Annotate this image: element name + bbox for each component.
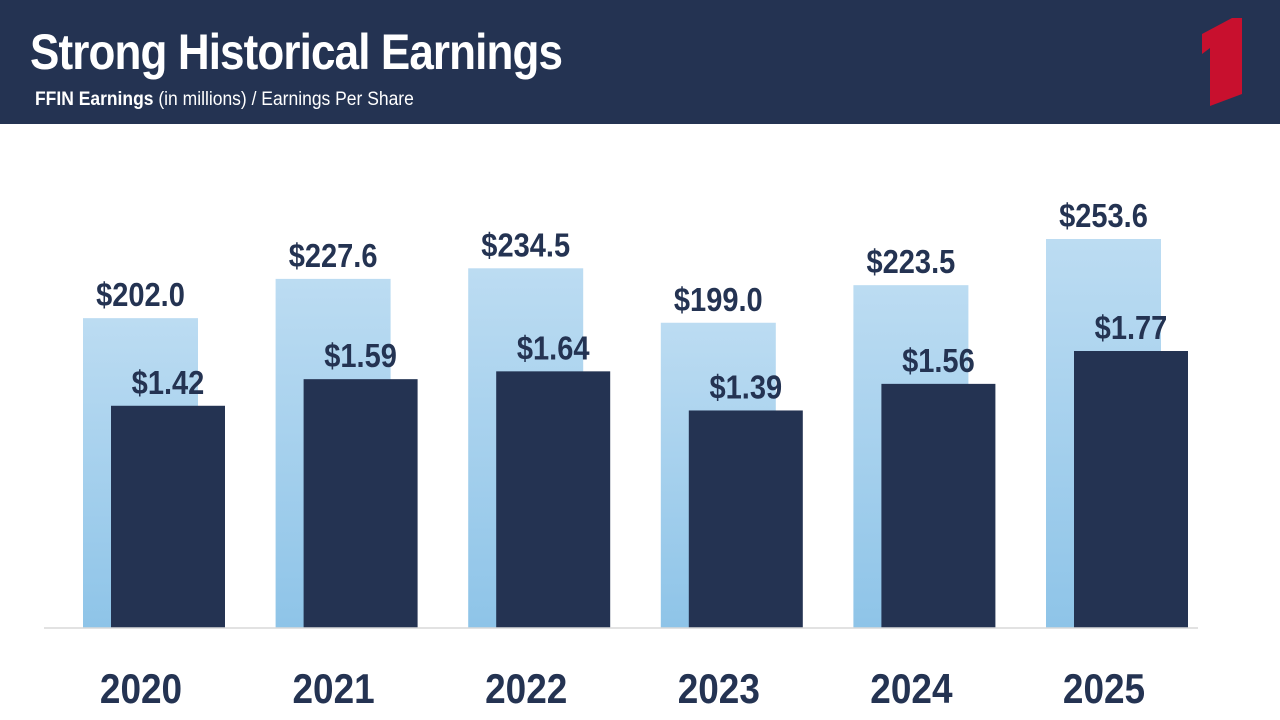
year-label-2023: 2023: [678, 666, 760, 713]
earnings-label-2025: $253.6: [1059, 197, 1148, 234]
earnings-chart: $202.0 $1.42 2020 $227.6 $1.59 2021 $234.5 $1.6…: [44, 197, 1198, 713]
page-subtitle: FFIN Earnings (in millions) / Earnings P…: [35, 88, 414, 112]
earnings-label-2020: $202.0: [96, 276, 185, 313]
eps-bar-2025: [1074, 351, 1188, 628]
eps-label-2025: $1.77: [1095, 309, 1168, 346]
eps-label-2023: $1.39: [709, 369, 782, 406]
year-label-2020: 2020: [100, 666, 182, 713]
year-label-2025: 2025: [1063, 666, 1145, 713]
subtitle-rest: (in millions) / Earnings Per Share: [153, 89, 414, 110]
number-one-logo-icon: [1202, 18, 1242, 106]
eps-bar-2021: [303, 379, 418, 628]
earnings-label-2024: $223.5: [866, 243, 955, 280]
eps-bar-2023: [688, 410, 803, 628]
page-title: Strong Historical Earnings: [30, 24, 563, 80]
subtitle-bold: FFIN Earnings: [35, 89, 154, 110]
eps-bar-2022: [496, 371, 611, 628]
eps-bar-2024: [881, 383, 996, 628]
eps-label-2024: $1.56: [902, 342, 975, 379]
eps-label-2020: $1.42: [132, 364, 205, 401]
year-label-2024: 2024: [870, 666, 952, 713]
eps-label-2021: $1.59: [324, 337, 397, 374]
eps-label-2022: $1.64: [517, 330, 590, 367]
eps-bar-2020: [111, 405, 225, 628]
year-label-2022: 2022: [485, 666, 567, 713]
earnings-label-2023: $199.0: [674, 281, 763, 318]
year-label-2021: 2021: [292, 666, 374, 713]
earnings-label-2021: $227.6: [289, 237, 378, 274]
header-bar: Strong Historical Earnings FFIN Earnings…: [0, 0, 1280, 124]
earnings-label-2022: $234.5: [481, 227, 570, 264]
